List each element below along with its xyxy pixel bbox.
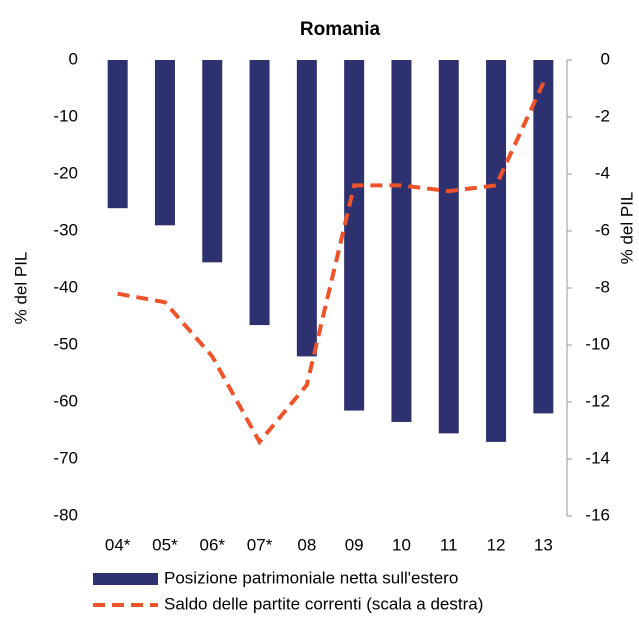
line-series xyxy=(117,81,546,446)
bar xyxy=(391,60,412,422)
y-tick-label: -10 xyxy=(53,106,78,125)
y-tick-label: -80 xyxy=(53,505,78,524)
y2-tick-label: -10 xyxy=(585,334,610,353)
y2-axis-label: % del PIL xyxy=(617,192,636,265)
y2-tick-label: -8 xyxy=(595,277,610,296)
y2-tick-label: -6 xyxy=(595,220,610,239)
y-tick-label: -20 xyxy=(53,163,78,182)
legend-label: Posizione patrimoniale netta sull'estero xyxy=(164,568,458,587)
y2-tick-label: -14 xyxy=(585,448,610,467)
y2-tick-label: -16 xyxy=(585,505,610,524)
x-tick-label: 10 xyxy=(392,535,411,554)
x-tick-label: 06* xyxy=(199,535,225,554)
legend-label: Saldo delle partite correnti (scala a de… xyxy=(164,594,483,613)
bar xyxy=(533,60,554,414)
bar xyxy=(202,60,223,263)
legend-swatch xyxy=(93,573,158,585)
y2-tick-label: 0 xyxy=(601,49,610,68)
y2-tick-label: -12 xyxy=(585,391,610,410)
y-tick-label: -30 xyxy=(53,220,78,239)
y-tick-label: -70 xyxy=(53,448,78,467)
y-tick-label: -40 xyxy=(53,277,78,296)
x-tick-label: 09 xyxy=(345,535,364,554)
bar xyxy=(344,60,365,411)
bar xyxy=(249,60,270,326)
x-tick-label: 13 xyxy=(534,535,553,554)
y-tick-label: 0 xyxy=(69,49,78,68)
chart-title: Romania xyxy=(300,19,381,40)
bar xyxy=(107,60,128,209)
x-tick-label: 08 xyxy=(297,535,316,554)
bar xyxy=(438,60,459,434)
y-axis-label: % del PIL xyxy=(11,252,30,325)
x-tick-label: 11 xyxy=(440,535,458,554)
y-tick-label: -50 xyxy=(53,334,78,353)
bar xyxy=(296,60,317,357)
x-tick-label: 05* xyxy=(152,535,178,554)
bar xyxy=(486,60,507,442)
x-tick-label: 04* xyxy=(105,535,131,554)
bar xyxy=(154,60,175,226)
y2-tick-label: -2 xyxy=(595,106,610,125)
x-tick-label: 07* xyxy=(247,535,273,554)
x-tick-label: 12 xyxy=(487,535,506,554)
y-tick-label: -60 xyxy=(53,391,78,410)
y2-tick-label: -4 xyxy=(595,163,610,182)
